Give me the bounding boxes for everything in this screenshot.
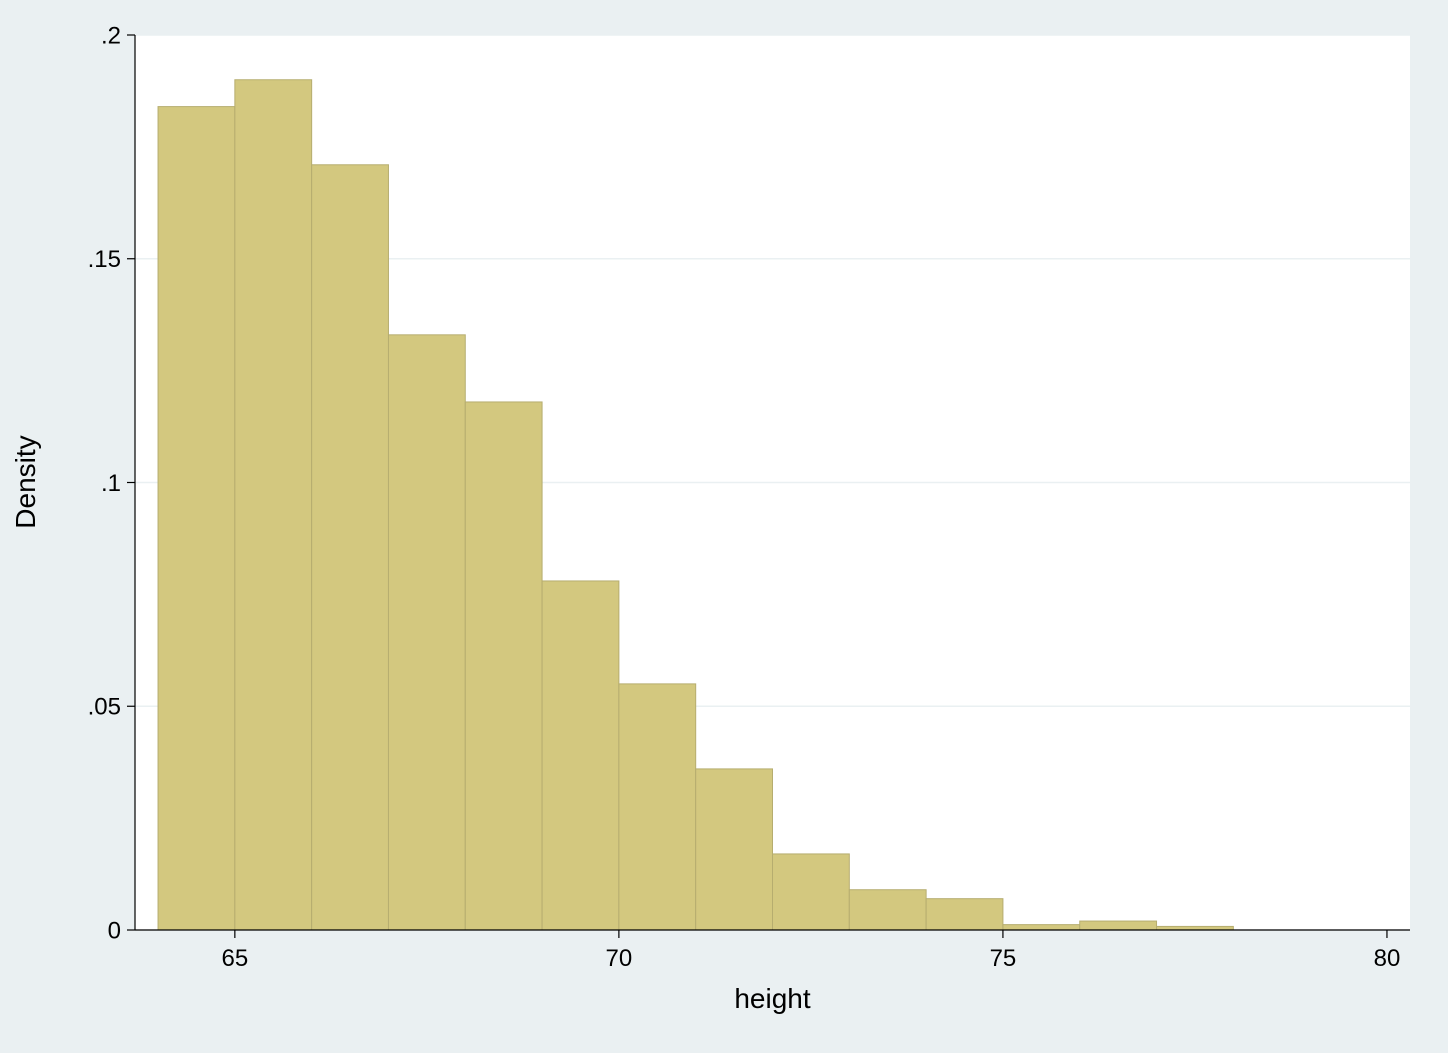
x-tick-label: 80: [1374, 945, 1401, 972]
histogram-bar: [696, 769, 773, 930]
y-tick-label: .05: [88, 694, 121, 721]
y-tick-label: 0: [108, 917, 121, 944]
histogram-bar: [235, 80, 312, 930]
histogram-bar: [312, 165, 389, 930]
x-axis-label: height: [734, 983, 811, 1014]
histogram-bar: [542, 581, 619, 930]
y-tick-label: .2: [101, 22, 121, 49]
histogram-bar: [773, 854, 850, 930]
histogram-bar: [849, 890, 926, 930]
x-tick-label: 75: [990, 945, 1017, 972]
histogram-bar: [388, 335, 465, 930]
histogram-chart: 65 70 75 80 0 .05 .1 .15 .2 height Density: [0, 0, 1448, 1053]
histogram-bar: [158, 107, 235, 930]
y-axis-label: Density: [10, 435, 41, 528]
histogram-bar: [619, 684, 696, 930]
x-tick-label: 65: [221, 945, 248, 972]
chart-container: 65 70 75 80 0 .05 .1 .15 .2 height Density: [0, 0, 1448, 1053]
histogram-bar: [465, 402, 542, 930]
histogram-bar: [1080, 921, 1157, 930]
y-tick-label: .1: [101, 470, 121, 497]
x-tick-label: 70: [606, 945, 633, 972]
y-tick-label: .15: [88, 246, 121, 273]
histogram-bar: [926, 899, 1003, 930]
histogram-bar: [1003, 925, 1080, 930]
